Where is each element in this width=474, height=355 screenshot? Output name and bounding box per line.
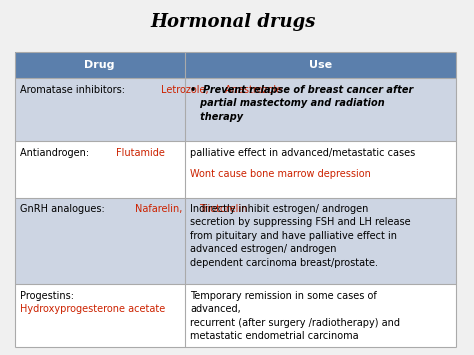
Text: partial mastectomy and radiation: partial mastectomy and radiation: [190, 98, 385, 108]
Bar: [185, 52, 456, 78]
Bar: [15, 198, 185, 284]
Bar: [185, 141, 456, 198]
Bar: [15, 141, 185, 198]
Text: recurrent (after surgery /radiotherapy) and: recurrent (after surgery /radiotherapy) …: [190, 318, 400, 328]
Bar: [15, 78, 185, 141]
Text: Wont cause bone marrow depression: Wont cause bone marrow depression: [190, 169, 371, 179]
Text: advanced,: advanced,: [190, 304, 241, 314]
Text: Anastrozole: Anastrozole: [225, 85, 285, 95]
Text: Hormonal drugs: Hormonal drugs: [150, 13, 316, 31]
Text: Use: Use: [309, 60, 332, 70]
Bar: [185, 78, 456, 141]
Text: Triotorelin: Triotorelin: [199, 204, 251, 214]
Text: Temporary remission in some cases of: Temporary remission in some cases of: [190, 291, 377, 301]
Text: Drug: Drug: [84, 60, 115, 70]
Text: •  Prevent relapse of breast cancer after: • Prevent relapse of breast cancer after: [190, 85, 413, 95]
Text: secretion by suppressing FSH and LH release: secretion by suppressing FSH and LH rele…: [190, 217, 411, 227]
Text: from pituitary and have palliative effect in: from pituitary and have palliative effec…: [190, 231, 397, 241]
Text: advanced estrogen/ androgen: advanced estrogen/ androgen: [190, 244, 337, 254]
Text: Aromatase inhibitors:: Aromatase inhibitors:: [20, 85, 131, 95]
Text: therapy: therapy: [190, 112, 243, 122]
Text: Letrozole,: Letrozole,: [161, 85, 212, 95]
Text: Hydroxyprogesterone acetate: Hydroxyprogesterone acetate: [20, 304, 169, 314]
Bar: [15, 52, 185, 78]
Bar: [15, 284, 185, 347]
Text: Antiandrogen:: Antiandrogen:: [20, 148, 96, 158]
Text: GnRH analogues:: GnRH analogues:: [20, 204, 111, 214]
Text: metastatic endometrial carcinoma: metastatic endometrial carcinoma: [190, 331, 359, 341]
Text: Nafarelin,: Nafarelin,: [136, 204, 186, 214]
Text: Indirectly inhibit estrogen/ androgen: Indirectly inhibit estrogen/ androgen: [190, 204, 369, 214]
Text: Flutamide: Flutamide: [116, 148, 168, 158]
Bar: [185, 198, 456, 284]
Text: dependent carcinoma breast/prostate.: dependent carcinoma breast/prostate.: [190, 258, 378, 268]
Text: palliative effect in advanced/metastatic cases: palliative effect in advanced/metastatic…: [190, 148, 416, 158]
Text: Progestins:: Progestins:: [20, 291, 77, 301]
Bar: [185, 284, 456, 347]
